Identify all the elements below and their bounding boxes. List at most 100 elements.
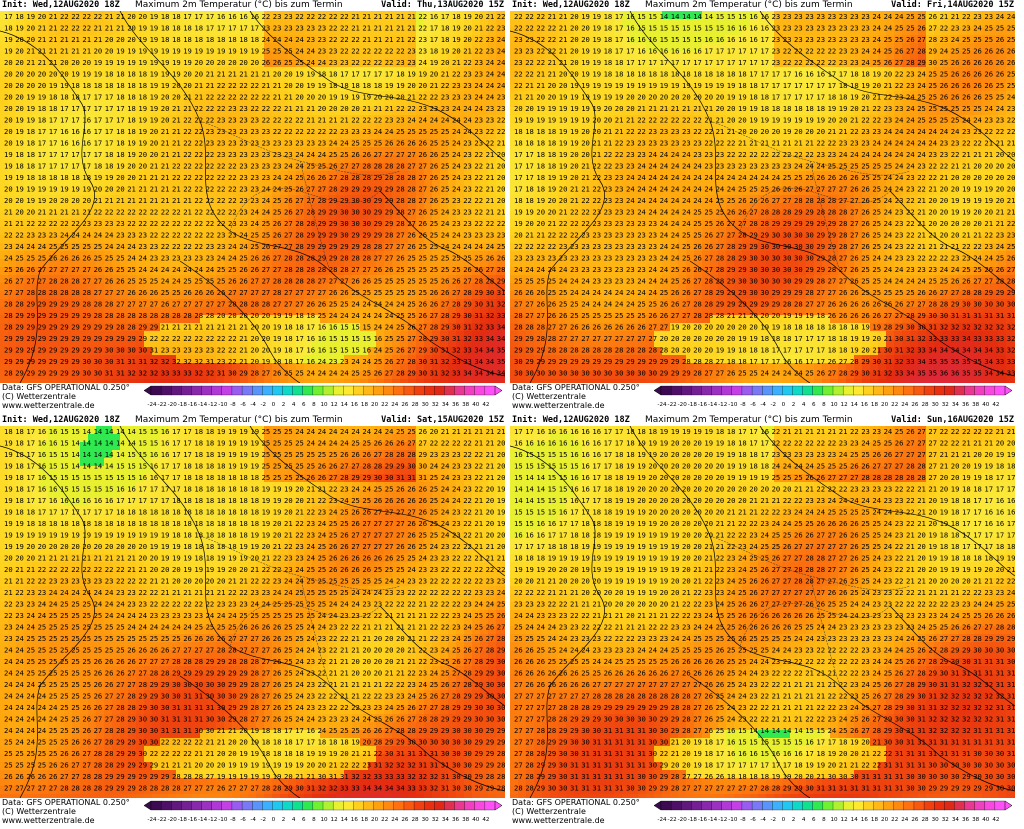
legend-tick-label: 36 — [962, 402, 970, 408]
svg-text:21: 21 — [172, 139, 181, 148]
svg-text:24: 24 — [150, 265, 159, 274]
svg-text:19: 19 — [284, 311, 293, 320]
svg-text:20: 20 — [250, 357, 259, 366]
svg-text:20: 20 — [217, 58, 226, 67]
svg-text:18: 18 — [351, 81, 360, 90]
svg-text:19: 19 — [4, 162, 13, 171]
svg-text:22: 22 — [15, 231, 24, 240]
svg-text:26: 26 — [418, 150, 427, 159]
svg-text:27: 27 — [318, 185, 327, 194]
svg-text:20: 20 — [26, 81, 35, 90]
svg-text:25: 25 — [273, 47, 282, 56]
svg-text:24: 24 — [452, 150, 461, 159]
svg-text:23: 23 — [206, 346, 215, 355]
svg-text:21: 21 — [486, 185, 495, 194]
svg-text:29: 29 — [374, 219, 383, 228]
svg-text:17: 17 — [38, 162, 47, 171]
svg-text:25: 25 — [430, 127, 439, 136]
svg-text:21: 21 — [127, 185, 136, 194]
svg-text:23: 23 — [273, 24, 282, 33]
svg-text:24: 24 — [273, 185, 282, 194]
svg-text:17: 17 — [82, 104, 91, 113]
svg-text:22: 22 — [183, 139, 192, 148]
legend-tick-label: -22 — [668, 817, 677, 823]
svg-text:21: 21 — [49, 208, 58, 217]
svg-text:18: 18 — [116, 81, 125, 90]
svg-text:23: 23 — [250, 139, 259, 148]
svg-text:23: 23 — [497, 24, 505, 33]
legend-tick-label: 22 — [381, 402, 388, 408]
svg-text:22: 22 — [172, 334, 181, 343]
svg-text:24: 24 — [452, 242, 461, 251]
svg-text:24: 24 — [262, 196, 271, 205]
svg-text:27: 27 — [340, 162, 349, 171]
svg-text:32: 32 — [452, 346, 461, 355]
svg-text:26: 26 — [262, 58, 271, 67]
svg-text:21: 21 — [71, 47, 80, 56]
svg-text:31: 31 — [497, 288, 505, 297]
svg-text:20: 20 — [161, 116, 170, 125]
svg-text:18: 18 — [284, 334, 293, 343]
svg-text:23: 23 — [217, 231, 226, 240]
legend-tick-label: 6 — [812, 402, 816, 408]
svg-text:17: 17 — [94, 104, 103, 113]
legend-tick-label: 10 — [830, 402, 838, 408]
legend-tick-label: 24 — [901, 817, 909, 823]
svg-text:24: 24 — [452, 104, 461, 113]
svg-text:22: 22 — [474, 208, 483, 217]
svg-text:29: 29 — [385, 185, 394, 194]
svg-text:23: 23 — [217, 127, 226, 136]
svg-text:26: 26 — [183, 288, 192, 297]
svg-text:28: 28 — [49, 288, 58, 297]
svg-text:29: 29 — [15, 334, 24, 343]
legend-tick-label: 8 — [312, 402, 316, 408]
svg-text:29: 29 — [26, 300, 35, 309]
legend-tick-label: 18 — [871, 817, 879, 823]
svg-text:25: 25 — [418, 242, 427, 251]
svg-text:29: 29 — [38, 300, 47, 309]
svg-text:23: 23 — [239, 208, 248, 217]
svg-text:20: 20 — [60, 58, 69, 67]
svg-text:24: 24 — [329, 311, 338, 320]
svg-text:15: 15 — [351, 334, 360, 343]
svg-text:24: 24 — [340, 369, 349, 378]
legend-tick-label: 20 — [371, 817, 379, 823]
svg-text:28: 28 — [396, 219, 405, 228]
svg-text:22: 22 — [206, 334, 215, 343]
svg-text:29: 29 — [15, 346, 24, 355]
svg-text:25: 25 — [71, 242, 80, 251]
svg-text:27: 27 — [385, 254, 394, 263]
svg-text:28: 28 — [407, 173, 416, 182]
svg-text:24: 24 — [116, 242, 125, 251]
svg-text:27: 27 — [194, 300, 203, 309]
svg-text:20: 20 — [15, 208, 24, 217]
svg-text:20: 20 — [4, 196, 13, 205]
svg-text:25: 25 — [441, 196, 450, 205]
svg-text:29: 29 — [71, 300, 80, 309]
svg-text:24: 24 — [250, 208, 259, 217]
svg-text:26: 26 — [273, 231, 282, 240]
svg-text:23: 23 — [105, 219, 114, 228]
svg-text:18: 18 — [127, 70, 136, 79]
map-panel-fri: Init: Wed,12AUG2020 18Z Maximum 2m Tempe… — [510, 0, 1018, 414]
svg-text:18: 18 — [94, 162, 103, 171]
svg-text:21: 21 — [183, 93, 192, 102]
svg-text:17: 17 — [94, 116, 103, 125]
svg-text:19: 19 — [441, 47, 450, 56]
svg-text:22: 22 — [262, 116, 271, 125]
svg-text:22: 22 — [463, 58, 472, 67]
svg-text:29: 29 — [340, 185, 349, 194]
svg-text:20: 20 — [4, 104, 13, 113]
svg-text:29: 29 — [385, 219, 394, 228]
svg-text:29: 29 — [4, 334, 13, 343]
svg-text:19: 19 — [150, 35, 159, 44]
svg-text:24: 24 — [161, 265, 170, 274]
svg-text:25: 25 — [116, 265, 125, 274]
svg-text:33: 33 — [161, 369, 170, 378]
svg-text:22: 22 — [250, 81, 259, 90]
legend-tick-label: 14 — [341, 817, 349, 823]
svg-text:29: 29 — [71, 311, 80, 320]
svg-text:20: 20 — [116, 35, 125, 44]
legend-tick-label: -24 — [657, 402, 667, 408]
svg-text:27: 27 — [82, 277, 91, 286]
